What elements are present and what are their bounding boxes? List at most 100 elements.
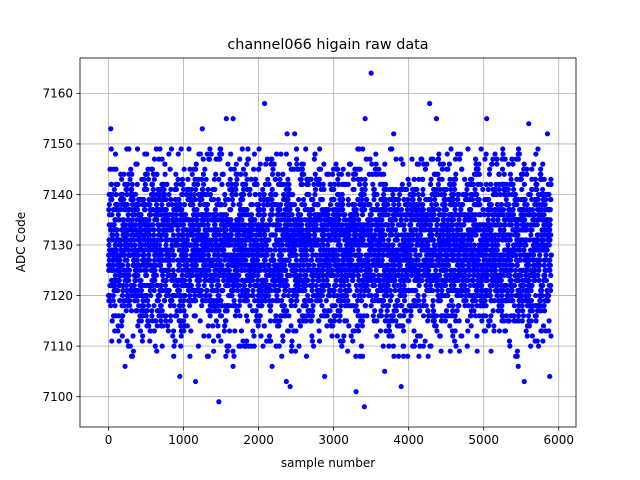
data-point xyxy=(394,237,400,243)
data-point xyxy=(439,166,445,172)
data-point xyxy=(477,227,483,233)
data-point xyxy=(475,166,481,172)
data-point xyxy=(356,146,362,152)
data-point xyxy=(427,282,434,289)
data-point xyxy=(446,161,452,167)
data-point xyxy=(202,277,209,284)
data-point xyxy=(339,272,345,278)
data-point xyxy=(371,186,377,193)
data-point xyxy=(234,267,240,273)
data-point xyxy=(152,343,158,349)
data-point xyxy=(188,186,195,193)
data-point xyxy=(476,313,482,319)
data-point xyxy=(245,156,252,162)
data-point xyxy=(264,252,270,258)
data-point xyxy=(306,227,312,233)
data-point xyxy=(125,217,132,223)
data-point xyxy=(395,298,401,304)
data-point xyxy=(110,298,116,304)
data-point xyxy=(463,191,470,198)
data-point xyxy=(470,277,476,284)
data-point xyxy=(171,343,177,349)
data-point xyxy=(318,257,324,263)
data-point xyxy=(224,308,230,314)
data-point xyxy=(411,176,417,182)
data-point xyxy=(159,156,165,162)
data-point xyxy=(331,196,337,203)
data-point xyxy=(373,267,379,273)
data-point xyxy=(209,282,215,289)
data-point xyxy=(221,277,227,284)
data-point xyxy=(299,227,306,233)
data-point xyxy=(333,282,339,289)
data-point xyxy=(153,146,159,152)
data-point xyxy=(257,161,263,167)
data-point xyxy=(288,348,294,354)
data-point xyxy=(219,262,225,268)
data-point xyxy=(147,338,153,344)
data-point xyxy=(411,328,417,334)
data-point xyxy=(434,287,441,294)
data-point xyxy=(285,196,291,203)
data-point xyxy=(319,303,325,309)
data-point xyxy=(268,287,274,294)
data-point xyxy=(289,338,295,344)
data-point xyxy=(121,252,127,258)
data-point xyxy=(330,323,336,329)
data-point xyxy=(127,303,133,309)
data-point xyxy=(422,338,428,344)
data-point xyxy=(254,237,260,243)
data-point xyxy=(201,333,207,339)
data-point xyxy=(236,272,242,278)
data-point xyxy=(240,186,247,193)
data-point xyxy=(266,222,272,228)
data-point xyxy=(456,252,463,258)
data-point xyxy=(344,277,350,284)
data-point xyxy=(226,343,232,349)
data-point xyxy=(277,207,283,213)
data-point xyxy=(355,323,361,329)
data-point xyxy=(222,201,228,208)
data-point xyxy=(450,227,456,233)
data-point xyxy=(154,171,160,177)
data-point xyxy=(328,237,334,243)
data-point xyxy=(321,308,327,314)
data-point xyxy=(158,318,164,324)
data-point xyxy=(113,242,119,248)
data-point xyxy=(376,166,382,172)
data-point xyxy=(374,171,381,177)
data-point xyxy=(160,323,166,329)
data-point xyxy=(410,232,416,238)
data-point xyxy=(129,171,135,177)
data-point xyxy=(261,212,268,218)
data-point xyxy=(263,161,269,167)
data-point xyxy=(197,201,203,208)
data-point xyxy=(257,267,264,273)
data-point xyxy=(465,328,471,334)
data-point xyxy=(132,242,138,248)
data-point xyxy=(144,171,150,177)
data-point xyxy=(470,181,477,187)
data-point xyxy=(119,333,125,339)
data-point xyxy=(146,257,152,263)
data-point xyxy=(451,181,457,187)
data-point xyxy=(445,262,452,268)
data-point xyxy=(228,217,234,223)
data-point xyxy=(223,227,229,233)
data-point xyxy=(351,186,357,193)
data-point xyxy=(254,181,260,187)
data-point xyxy=(172,272,178,278)
data-point xyxy=(111,186,117,193)
data-point xyxy=(205,252,212,258)
data-point xyxy=(316,277,322,284)
data-point xyxy=(182,292,188,299)
data-point xyxy=(239,146,245,152)
data-point xyxy=(474,348,480,354)
data-point xyxy=(431,207,437,213)
data-point xyxy=(181,308,187,314)
data-point xyxy=(464,186,470,193)
data-point xyxy=(132,222,139,228)
data-point xyxy=(245,146,251,152)
data-point xyxy=(312,186,319,193)
data-point xyxy=(364,282,370,289)
